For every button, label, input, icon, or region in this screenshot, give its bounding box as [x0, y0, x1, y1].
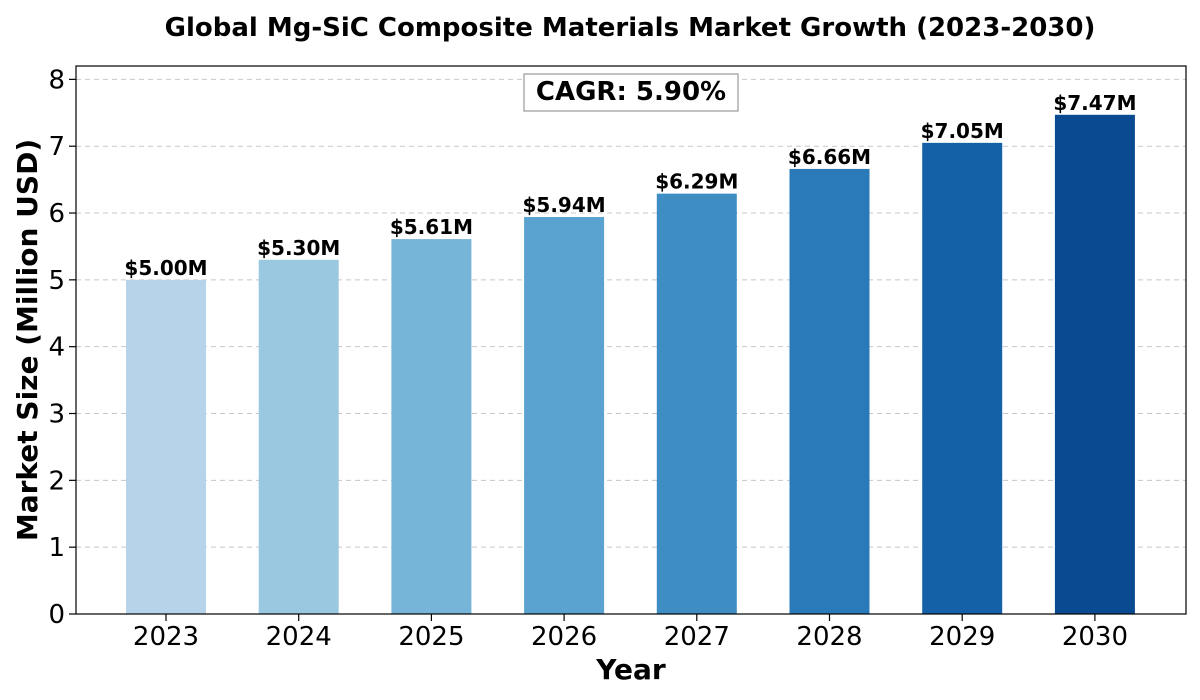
cagr-annotation-box [523, 73, 739, 112]
bar-2030 [1054, 114, 1135, 614]
bar-2028 [789, 168, 870, 615]
bar-value-label: $5.61M [390, 215, 473, 239]
chart-title: Global Mg-SiC Composite Materials Market… [165, 13, 1096, 43]
y-tick-label: 4 [48, 333, 65, 363]
bar-2029 [922, 142, 1003, 615]
bar-value-label: $7.47M [1053, 91, 1136, 115]
grid-lines [76, 78, 1186, 548]
bar-2026 [524, 217, 605, 614]
y-tick-label: 2 [48, 466, 65, 496]
bars [126, 114, 1135, 615]
x-tick-label: 2028 [796, 622, 862, 652]
bar-2023 [126, 279, 206, 614]
x-tick-label: 2023 [133, 622, 199, 652]
bar-value-label: $5.30M [257, 236, 340, 260]
y-tick-label: 6 [48, 199, 65, 229]
x-tick-label: 2024 [266, 622, 332, 652]
y-tick-label: 8 [48, 65, 65, 95]
x-tick-label: 2027 [664, 622, 730, 652]
bar-2027 [656, 193, 737, 614]
x-axis-label: Year [595, 653, 666, 686]
x-axis-ticks: 2023 2024 2025 2026 2027 2028 2029 2030 [133, 614, 1128, 652]
bar-value-label: $6.29M [655, 170, 738, 194]
y-tick-label: 0 [48, 600, 65, 630]
bar-value-labels: $5.00M $5.30M $5.61M $5.94M $6.29M $6.66M $7.0… [124, 91, 1136, 280]
bar-value-label: $5.00M [124, 256, 207, 280]
bar-2024 [258, 259, 339, 614]
y-tick-label: 5 [48, 266, 65, 296]
x-tick-label: 2030 [1062, 622, 1128, 652]
plot-frame [75, 65, 1187, 615]
bar-2025 [391, 239, 472, 614]
bar-value-label: $6.66M [788, 145, 871, 169]
cagr-annotation: CAGR: 5.90% [523, 73, 739, 112]
x-tick-label: 2029 [929, 622, 995, 652]
x-tick-label: 2025 [398, 622, 464, 652]
y-tick-label: 3 [48, 400, 65, 430]
bar-value-label: $5.94M [523, 193, 606, 217]
y-axis-label: Market Size (Million USD) [11, 139, 44, 541]
y-tick-label: 7 [48, 132, 65, 162]
bar-value-label: $7.05M [921, 119, 1004, 143]
y-tick-label: 1 [48, 533, 65, 563]
x-tick-label: 2026 [531, 622, 597, 652]
cagr-annotation-text: CAGR: 5.90% [536, 77, 726, 107]
y-axis-ticks: 0 1 2 3 4 5 6 7 8 [48, 65, 76, 630]
